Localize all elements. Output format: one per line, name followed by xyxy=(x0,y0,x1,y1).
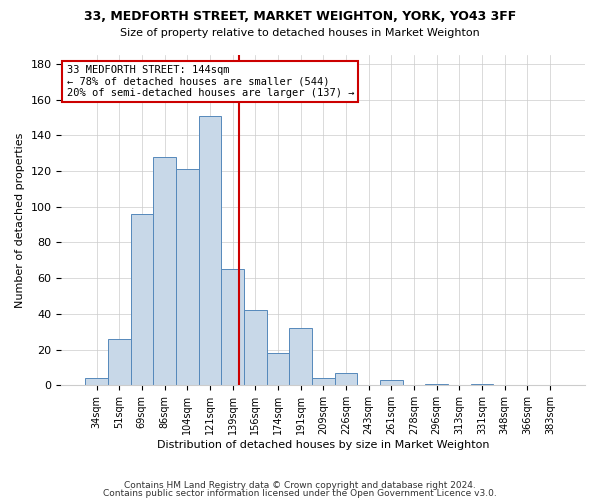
Text: Contains public sector information licensed under the Open Government Licence v3: Contains public sector information licen… xyxy=(103,488,497,498)
Bar xyxy=(153,157,176,386)
Text: Size of property relative to detached houses in Market Weighton: Size of property relative to detached ho… xyxy=(120,28,480,38)
Text: 33 MEDFORTH STREET: 144sqm
← 78% of detached houses are smaller (544)
20% of sem: 33 MEDFORTH STREET: 144sqm ← 78% of deta… xyxy=(67,65,354,98)
Bar xyxy=(221,270,244,386)
Bar xyxy=(266,353,289,386)
Bar xyxy=(425,384,448,386)
Text: 33, MEDFORTH STREET, MARKET WEIGHTON, YORK, YO43 3FF: 33, MEDFORTH STREET, MARKET WEIGHTON, YO… xyxy=(84,10,516,23)
Text: Contains HM Land Registry data © Crown copyright and database right 2024.: Contains HM Land Registry data © Crown c… xyxy=(124,481,476,490)
Bar xyxy=(131,214,153,386)
Bar xyxy=(470,384,493,386)
Bar xyxy=(289,328,312,386)
Bar xyxy=(380,380,403,386)
Bar xyxy=(312,378,335,386)
X-axis label: Distribution of detached houses by size in Market Weighton: Distribution of detached houses by size … xyxy=(157,440,490,450)
Bar xyxy=(108,339,131,386)
Bar xyxy=(244,310,266,386)
Bar xyxy=(199,116,221,386)
Y-axis label: Number of detached properties: Number of detached properties xyxy=(15,132,25,308)
Bar xyxy=(176,170,199,386)
Bar xyxy=(335,373,357,386)
Bar xyxy=(85,378,108,386)
